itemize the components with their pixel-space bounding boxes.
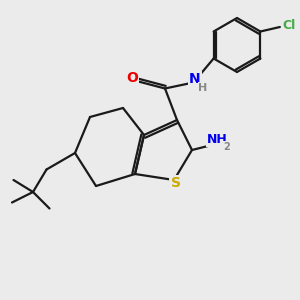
Text: Cl: Cl (282, 19, 296, 32)
Text: O: O (126, 71, 138, 85)
Text: NH: NH (207, 133, 228, 146)
Text: H: H (199, 83, 208, 93)
Text: N: N (189, 72, 201, 86)
Text: 2: 2 (223, 142, 230, 152)
Text: S: S (170, 176, 181, 190)
